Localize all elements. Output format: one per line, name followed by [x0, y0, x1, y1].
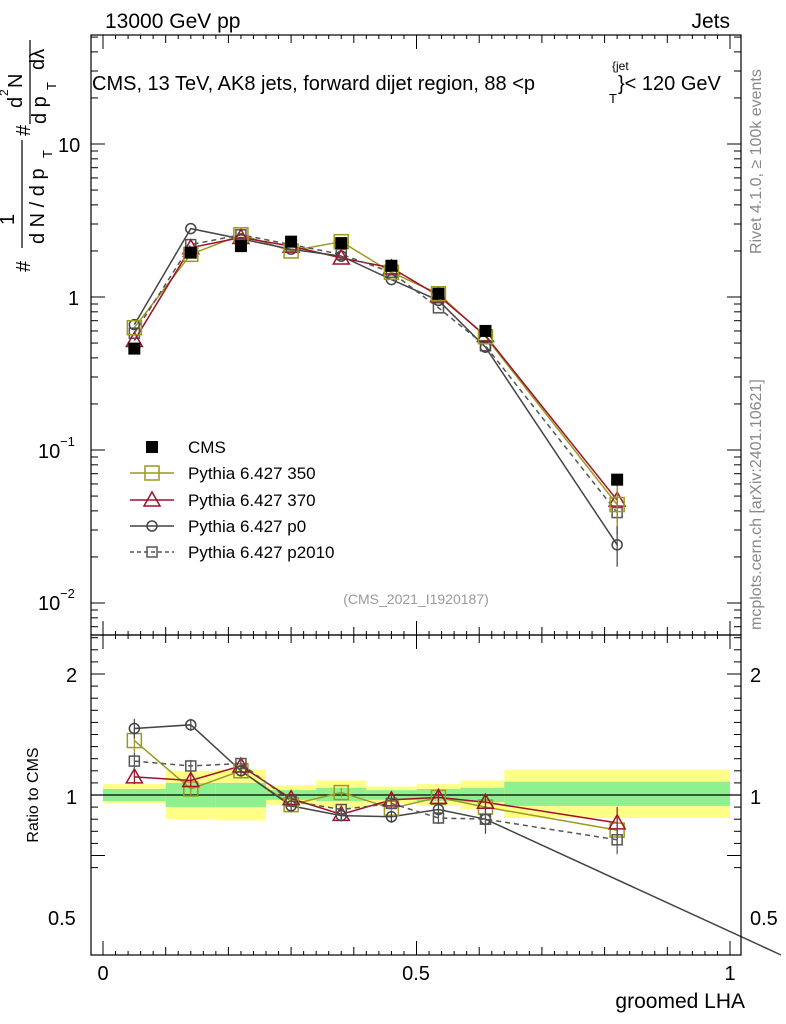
ratio-ytick-0.5-right: 0.5	[750, 908, 778, 930]
main-point-p2010	[128, 327, 141, 339]
legend-label-p350: Pythia 6.427 350	[188, 464, 316, 483]
ratio-ytick-2: 2	[66, 665, 77, 687]
main-point-p0	[185, 222, 197, 235]
legend-marker-p350	[144, 465, 160, 481]
main-line-p370	[133, 236, 618, 501]
legend-label-p370: Pythia 6.427 370	[188, 491, 316, 510]
main-point-cms	[184, 246, 197, 259]
main-point-p370	[331, 248, 351, 265]
x-tick-labels: 0 0.5 1	[97, 963, 735, 985]
legend-label-p0: Pythia 6.427 p0	[188, 517, 306, 536]
ylabel-sub-t-1: T	[40, 150, 55, 158]
ytick-label-0.01-exp: −2	[60, 586, 75, 601]
ratio-point-p2010	[128, 755, 141, 767]
main-y-tick-labels: 10 1 10 −1 10 −2	[38, 135, 80, 615]
main-point-p350	[430, 286, 447, 302]
xtick-label-0.5: 0.5	[402, 963, 430, 985]
ratio-point-p0	[385, 811, 398, 823]
main-line-p0	[133, 227, 618, 546]
ylabel-hash-1: #	[13, 260, 35, 272]
beam-label: 13000 GeV pp	[105, 10, 240, 33]
main-point-p350	[126, 319, 143, 336]
ytick-label-0.01-base: 10	[38, 593, 60, 615]
main-point-cms	[611, 473, 624, 486]
ratio-ytick-1-right: 1	[750, 787, 761, 809]
main-point-cms	[234, 240, 247, 253]
ratio-point-p2010	[185, 760, 197, 772]
main-point-cms	[128, 342, 141, 355]
title-tail: }< 120 GeV	[618, 73, 722, 95]
ylabel-dlambda: dλ	[27, 49, 49, 70]
ylabel-denominator: d N / d p	[27, 168, 49, 244]
axis-ticks	[91, 35, 741, 955]
ratio-y-axis-label: Ratio to CMS	[25, 747, 42, 842]
ylabel-hash-2: #	[13, 124, 35, 136]
ratio-series-layer	[125, 718, 782, 956]
ratio-y-tick-labels: 2 2 1 1 0.5 0.5	[48, 665, 778, 930]
xtick-label-0: 0	[97, 963, 108, 985]
main-point-cms	[479, 324, 492, 337]
ytick-label-10: 10	[58, 135, 80, 157]
plot-title: main CMS, 13 TeV, AK8 jets, forward dije…	[92, 59, 722, 106]
ratio-ytick-2-right: 2	[750, 665, 761, 687]
ratio-uncertainty-bands	[91, 769, 741, 821]
ratio-ytick-0.5: 0.5	[48, 908, 76, 930]
ratio-point-p2010	[335, 803, 348, 816]
ylabel-sub-t-2: T	[44, 82, 59, 90]
ratio-line-p0	[134, 724, 782, 956]
ylabel-dp: d p	[29, 96, 51, 124]
x-axis-label: groomed LHA	[615, 990, 745, 1013]
legend-marker-cms	[146, 441, 158, 453]
ytick-label-1: 1	[68, 288, 79, 310]
ytick-label-0.1-exp: −1	[60, 434, 75, 449]
ratio-point-p350	[333, 784, 350, 801]
title-superscript: {jet	[612, 59, 629, 73]
ratio-point-p0	[185, 719, 197, 731]
legend-marker-p0	[146, 520, 158, 532]
legend-label-cms: CMS	[188, 438, 226, 457]
ratio-band-green	[504, 781, 730, 806]
ratio-point-p2010	[285, 795, 297, 807]
ratio-point-p2010	[479, 813, 492, 825]
main-point-p0	[128, 318, 141, 331]
title-text: CMS, 13 TeV, AK8 jets, forward dijet reg…	[92, 73, 535, 95]
legend-marker-p370	[142, 490, 162, 507]
analysis-tag: (CMS_2021_I1920187)	[343, 591, 489, 607]
ratio-point-p2010	[385, 797, 398, 810]
title-subscript: T	[609, 91, 617, 106]
main-point-cms	[285, 235, 298, 248]
ylabel-one: 1	[0, 214, 19, 225]
category-label: Jets	[691, 10, 730, 33]
ratio-point-p2010	[432, 812, 445, 824]
ylabel-d-top: d	[5, 97, 27, 108]
legend: CMS Pythia 6.427 350 Pythia 6.427 370 Py…	[130, 438, 335, 562]
ratio-point-p0	[128, 722, 141, 735]
legend-label-p2010: Pythia 6.427 p2010	[188, 543, 335, 562]
ratio-point-p370	[181, 770, 201, 788]
ratio-point-p2010	[235, 757, 247, 770]
xtick-label-1: 1	[724, 963, 735, 985]
main-y-axis-label: # 1 d N / d p T # d 2 N d p T dλ	[0, 40, 59, 272]
ylabel-n-top: N	[5, 74, 27, 88]
main-point-p0	[611, 539, 623, 551]
ytick-label-0.1-base: 10	[38, 441, 60, 463]
main-point-p2010	[432, 302, 445, 314]
ratio-point-p370	[125, 767, 144, 784]
ylabel-power-two: 2	[0, 89, 11, 96]
rivet-version-label: Rivet 4.1.0, ≥ 100k events	[748, 69, 765, 254]
main-point-cms	[335, 237, 348, 250]
ratio-ytick-1: 1	[66, 787, 77, 809]
main-point-p350	[609, 496, 625, 513]
ratio-point-p2010	[611, 834, 623, 846]
main-point-cms	[385, 259, 398, 272]
main-point-cms	[432, 287, 445, 300]
main-series-layer	[125, 222, 627, 567]
mcplots-label: mcplots.cern.ch [arXiv:2401.10621]	[748, 379, 765, 630]
legend-marker-p2010	[146, 546, 158, 558]
